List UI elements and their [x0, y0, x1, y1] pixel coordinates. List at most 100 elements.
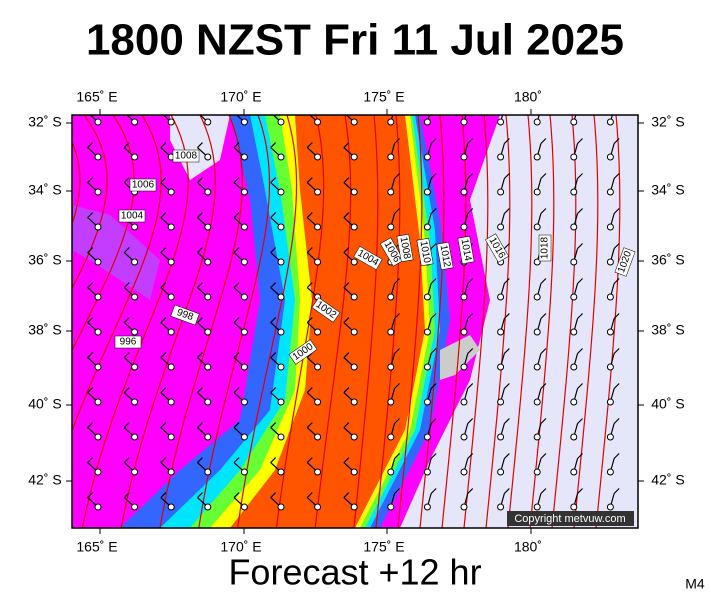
- wind-barb-flag: [343, 247, 350, 253]
- wind-barb-flag: [577, 138, 583, 144]
- station: [423, 118, 431, 126]
- wind-barb-flag: [343, 142, 350, 148]
- isobar-label: 1006: [129, 178, 157, 192]
- latitude-label: 32˚ S: [651, 114, 684, 130]
- wind-barb-flag: [394, 278, 400, 284]
- isobar-label-box: [396, 233, 414, 263]
- station: [533, 118, 541, 126]
- station: [350, 258, 358, 266]
- station: [570, 433, 578, 441]
- station: [570, 398, 578, 406]
- wind-barb-flag: [503, 208, 510, 214]
- station: [131, 503, 139, 511]
- title: 1800 NZST Fri 11 Jul 2025: [86, 16, 624, 65]
- station: [606, 363, 614, 371]
- wind-barb-flag: [577, 313, 583, 319]
- longitude-label: 165˚ E: [76, 89, 117, 105]
- station: [204, 433, 212, 441]
- wind-barb-flag: [306, 247, 313, 253]
- wind-barb-flag: [577, 278, 583, 284]
- longitude-label: 175˚ E: [363, 539, 404, 555]
- station: [131, 258, 139, 266]
- isobar-label: 998: [170, 304, 200, 326]
- wind-barb-flag: [343, 352, 350, 358]
- station: [204, 258, 212, 266]
- wind-barb-flag: [394, 418, 400, 424]
- station: [533, 223, 541, 231]
- station: [314, 468, 322, 476]
- wind-barb-flag: [233, 177, 240, 183]
- wind-barb-flag: [197, 352, 203, 358]
- station: [570, 468, 578, 476]
- wind-barb-flag: [394, 488, 400, 494]
- wind-barb-flag: [306, 142, 313, 148]
- wind-barb-flag: [540, 208, 547, 214]
- isobar-label-box: [614, 247, 636, 277]
- wind-barb-flag: [613, 243, 620, 249]
- station: [606, 223, 614, 231]
- station: [131, 398, 139, 406]
- isobar-label: 996: [114, 335, 142, 349]
- wind-barb-flag: [160, 422, 167, 428]
- wind-barb-flag: [306, 422, 313, 428]
- station: [94, 363, 102, 371]
- wind-barb-flag: [87, 492, 94, 498]
- station: [240, 118, 248, 126]
- wind-barb-flag: [87, 422, 94, 428]
- station: [277, 118, 285, 126]
- station: [240, 258, 248, 266]
- isobar-label-text: 1010: [418, 240, 433, 264]
- station: [460, 433, 468, 441]
- wind-barb-flag: [160, 282, 167, 288]
- station: [240, 223, 248, 231]
- wind-barb-flag: [233, 282, 240, 288]
- station: [167, 258, 175, 266]
- wind-barb-flag: [540, 173, 547, 179]
- wind-barb-flag: [124, 108, 129, 113]
- wind-barb-flag: [613, 383, 620, 389]
- station: [167, 328, 175, 336]
- wind-barb-flag: [468, 104, 473, 109]
- station: [387, 188, 395, 196]
- station: [131, 223, 139, 231]
- wind-barb-flag: [233, 422, 240, 428]
- wind-barb-flag: [577, 418, 583, 424]
- wind-barb-flag: [270, 247, 277, 253]
- station: [606, 153, 614, 161]
- station: [240, 293, 248, 301]
- station: [167, 223, 175, 231]
- wind-barb-flag: [344, 108, 349, 113]
- wind-barb-flag: [577, 488, 583, 494]
- station: [387, 293, 395, 301]
- station: [570, 223, 578, 231]
- isobar: [237, 115, 298, 528]
- station: [423, 293, 431, 301]
- station: [240, 328, 248, 336]
- station: [387, 468, 395, 476]
- latitude-label: 36˚ S: [28, 252, 61, 268]
- wind-barb-flag: [270, 422, 277, 428]
- station: [314, 328, 322, 336]
- wind-barb-flag: [197, 492, 203, 498]
- station: [533, 433, 541, 441]
- wind-barb-flag: [467, 138, 474, 144]
- station: [94, 328, 102, 336]
- latitude-label: 34˚ S: [28, 182, 61, 198]
- wind-barb-flag: [87, 457, 94, 463]
- wind-barb-flag: [577, 348, 583, 354]
- isobar: [595, 115, 621, 528]
- station: [277, 293, 285, 301]
- wind-barb-flag: [540, 348, 547, 354]
- isobar-label-box: [379, 237, 405, 267]
- station: [460, 398, 468, 406]
- wind-barb-flag: [394, 173, 400, 179]
- wind-barb-flag: [234, 108, 239, 113]
- wind-barb-flag: [87, 282, 94, 288]
- station: [350, 118, 358, 126]
- longitude-label: 180˚: [514, 89, 542, 105]
- wind-barb-flag: [467, 208, 474, 214]
- station: [167, 433, 175, 441]
- station: [240, 503, 248, 511]
- station: [277, 223, 285, 231]
